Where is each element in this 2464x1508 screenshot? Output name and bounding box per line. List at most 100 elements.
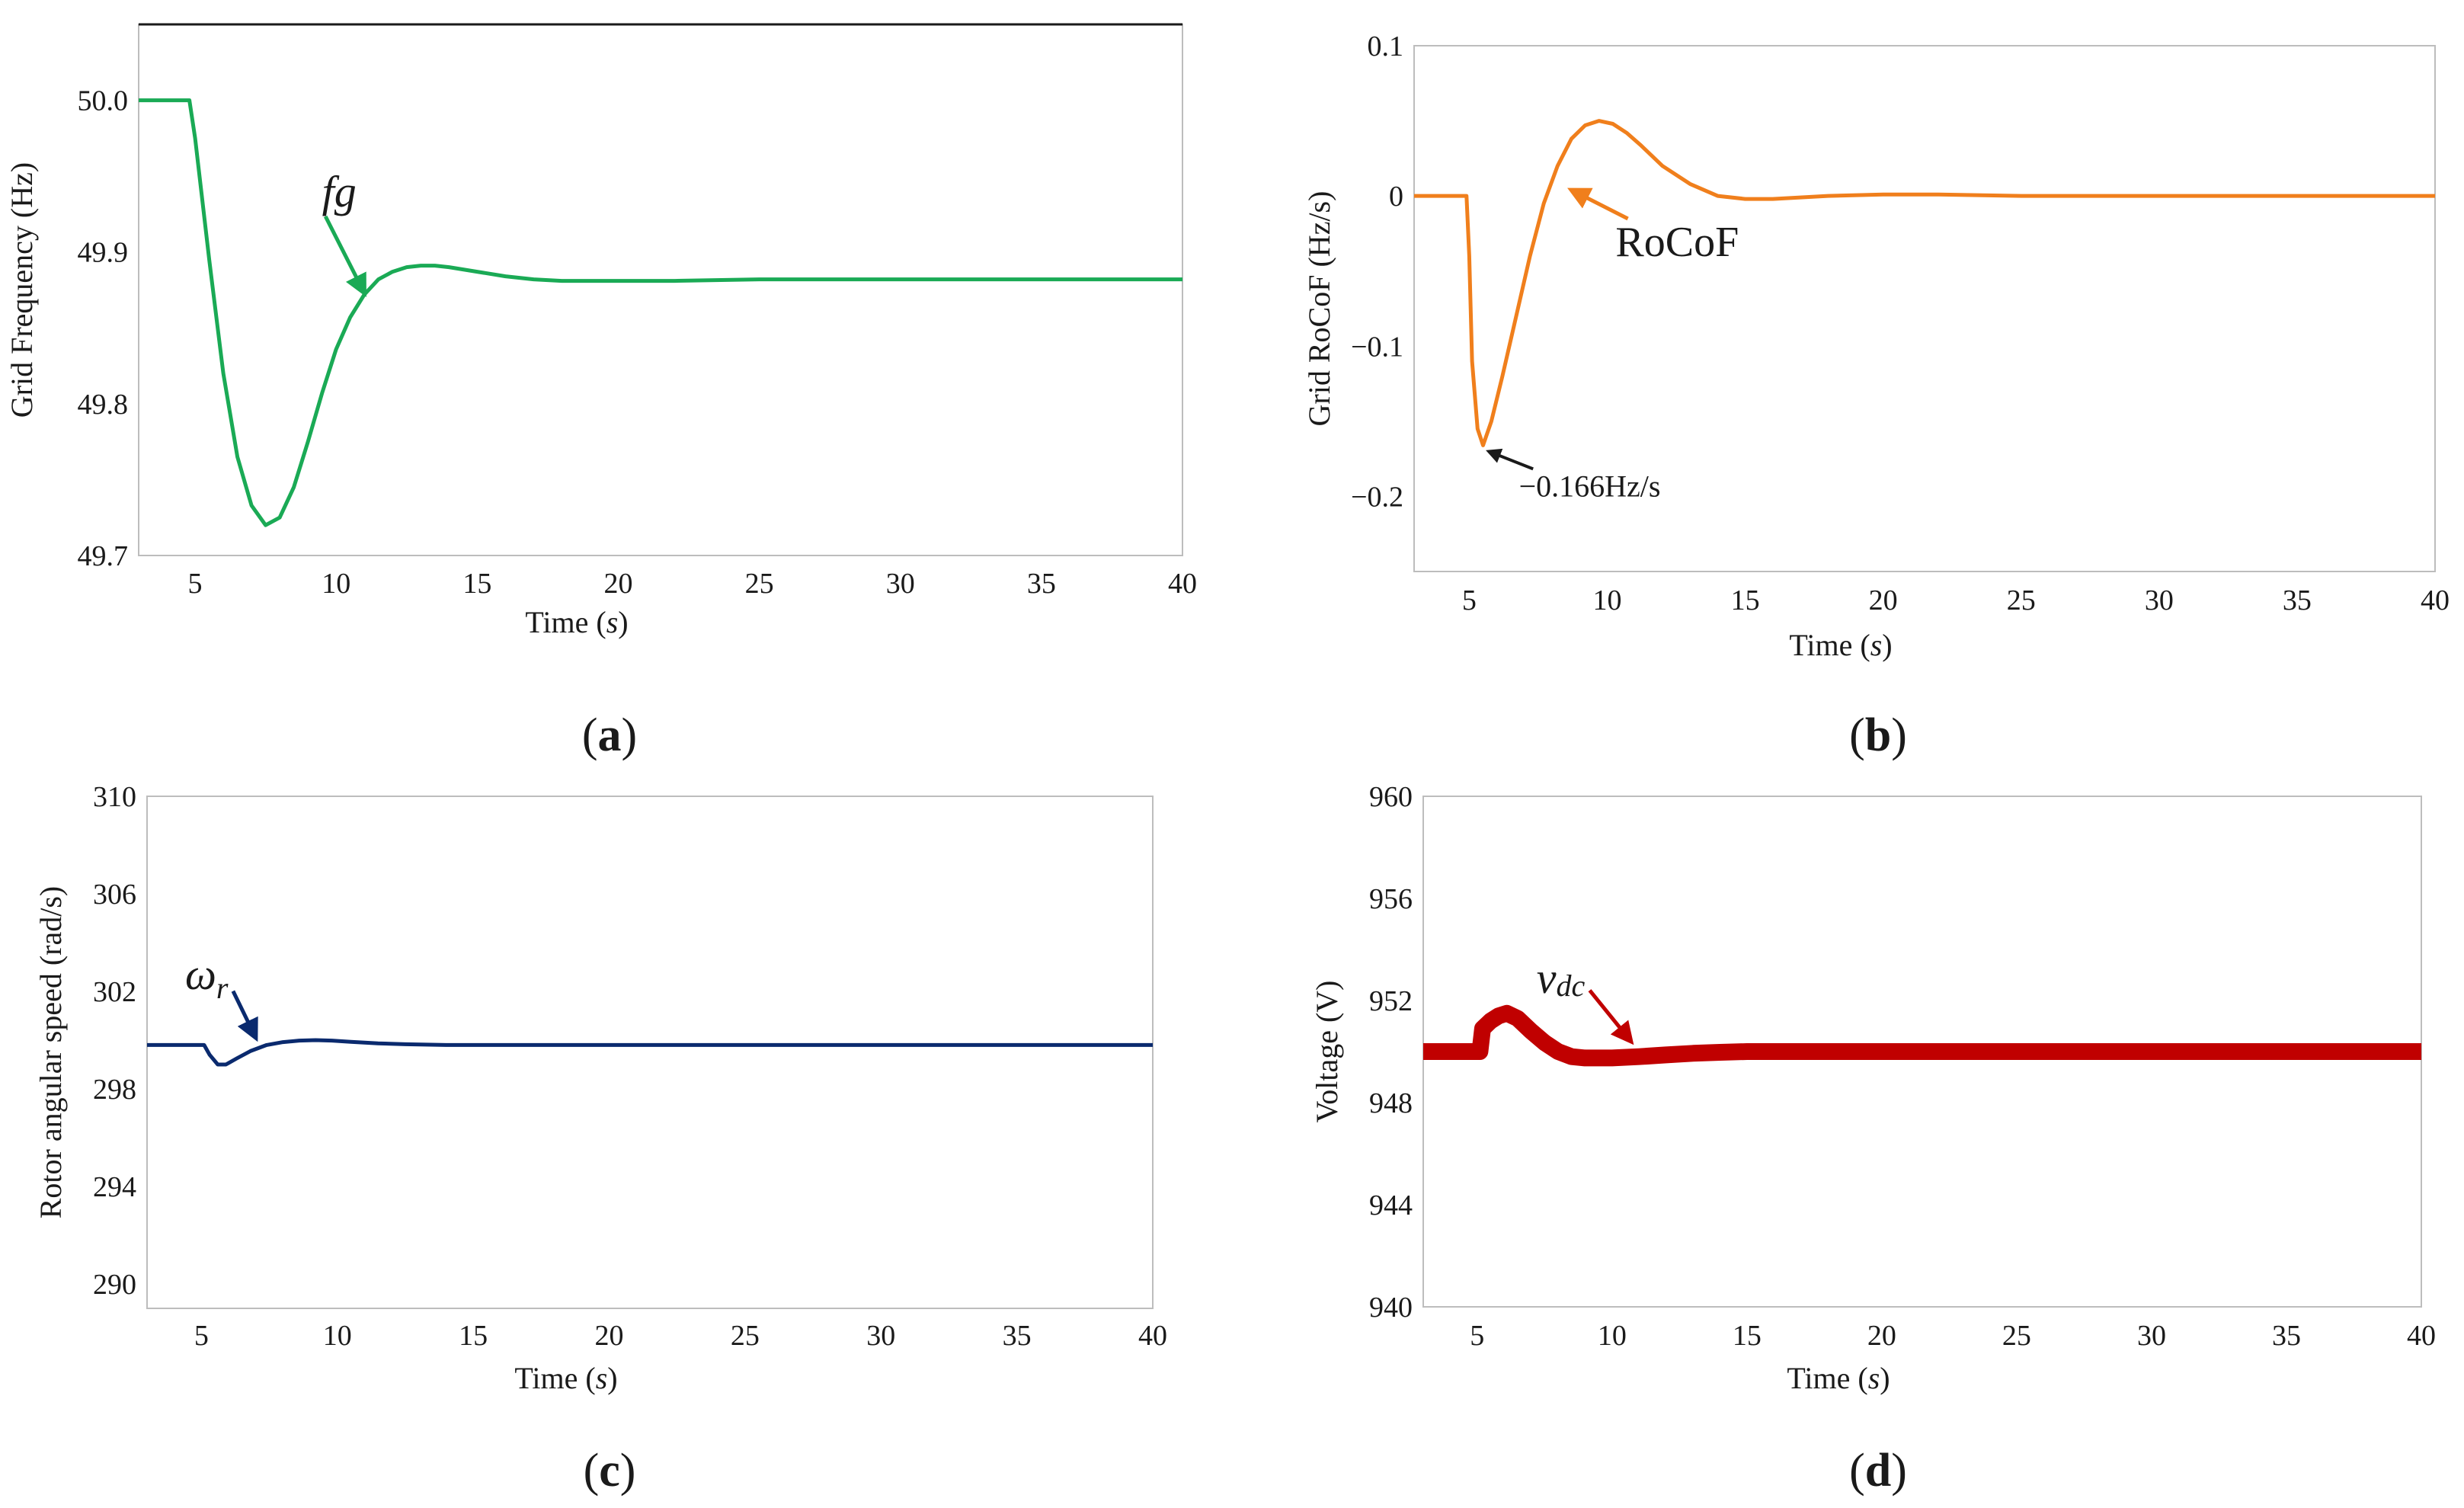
annotation-omega: ω <box>185 949 216 999</box>
annotation-label-rocof: RoCoF <box>1615 219 1739 266</box>
x-tick-label: 35 <box>1027 568 1056 600</box>
annotation-label-vdc: vdc <box>1537 953 1586 1003</box>
y-ticks: 940 944 948 952 956 960 <box>1369 781 1413 1324</box>
x-axis-label-var: s <box>1868 1361 1880 1395</box>
panel-label: (c) <box>584 1445 636 1497</box>
y-tick-label: 310 <box>93 781 136 813</box>
x-tick-label: 10 <box>1593 584 1622 616</box>
x-tick-label: 40 <box>2421 584 2450 616</box>
x-axis-label-var: s <box>1870 628 1883 662</box>
x-tick-label: 35 <box>2272 1320 2301 1352</box>
panel-label: (a) <box>582 709 637 761</box>
y-tick-label: 49.9 <box>78 237 129 269</box>
y-axis-label: Voltage (V) <box>1310 981 1344 1123</box>
panel-letter: b <box>1865 709 1891 761</box>
y-tick-label: −0.2 <box>1351 481 1403 513</box>
x-axis-label-close: ) <box>1882 628 1892 662</box>
panel-letter: c <box>599 1445 620 1497</box>
annotation-v: v <box>1537 953 1557 1003</box>
x-tick-label: 20 <box>1867 1320 1896 1352</box>
x-tick-label: 15 <box>459 1320 488 1352</box>
y-ticks: 290 294 298 302 306 310 <box>93 781 136 1301</box>
x-axis-label-main: Time ( <box>514 1361 595 1395</box>
x-tick-label: 30 <box>2145 584 2174 616</box>
chart-panel-c: 5 10 15 20 25 30 35 40 290 294 298 302 306 310 ωr Ro… <box>34 781 1167 1497</box>
y-tick-label: 960 <box>1369 781 1413 813</box>
y-ticks: 49.7 49.8 49.9 50.0 <box>78 85 129 572</box>
y-tick-label: 290 <box>93 1269 136 1301</box>
y-tick-label: 298 <box>93 1074 136 1106</box>
x-ticks: 5 10 15 20 25 30 35 40 <box>188 568 1197 600</box>
x-tick-label: 5 <box>188 568 203 600</box>
y-tick-label: 302 <box>93 976 136 1008</box>
plot-area-frame <box>147 796 1153 1308</box>
x-axis-label: Time (s) <box>514 1361 617 1395</box>
x-tick-label: 10 <box>322 568 350 600</box>
x-tick-label: 20 <box>594 1320 623 1352</box>
x-tick-label: 15 <box>462 568 491 600</box>
x-tick-label: 20 <box>1869 584 1898 616</box>
y-tick-label: 944 <box>1369 1189 1413 1221</box>
annotation-arrow-min-rocof <box>1489 451 1533 469</box>
y-tick-label: 50.0 <box>78 85 129 117</box>
x-tick-label: 5 <box>1462 584 1477 616</box>
annotation-arrow-vdc <box>1590 991 1631 1042</box>
series-line-omega-r <box>147 1040 1153 1065</box>
x-tick-label: 25 <box>745 568 774 600</box>
series-line-rocof <box>1414 121 2435 446</box>
y-ticks: −0.2 −0.1 0 0.1 <box>1351 30 1403 513</box>
x-tick-label: 40 <box>1138 1320 1167 1352</box>
x-ticks: 5 10 15 20 25 30 35 40 <box>1462 584 2450 616</box>
x-tick-label: 10 <box>1598 1320 1627 1352</box>
figure: 5 10 15 20 25 30 35 40 49.7 49.8 49.9 50.0 fg Grid… <box>0 0 2464 1508</box>
x-tick-label: 20 <box>603 568 632 600</box>
y-tick-label: 952 <box>1369 985 1413 1017</box>
x-ticks: 5 10 15 20 25 30 35 40 <box>1470 1320 2436 1352</box>
chart-panel-b: 5 10 15 20 25 30 35 40 −0.2 −0.1 0 0.1 RoCoF −0.16… <box>1302 30 2450 761</box>
x-tick-label: 35 <box>1003 1320 1032 1352</box>
x-axis-label: Time (s) <box>525 605 628 639</box>
y-tick-label: 940 <box>1369 1292 1413 1324</box>
x-tick-label: 15 <box>1733 1320 1762 1352</box>
x-tick-label: 15 <box>1731 584 1760 616</box>
series-line-fg <box>139 101 1182 526</box>
series-line-vdc <box>1423 1013 2421 1058</box>
x-axis-label-main: Time ( <box>1789 628 1870 662</box>
x-tick-label: 5 <box>194 1320 209 1352</box>
x-tick-label: 30 <box>866 1320 895 1352</box>
annotation-label-min-rocof: −0.166Hz/s <box>1519 469 1661 503</box>
y-tick-label: 49.8 <box>78 389 129 421</box>
annotation-v-subscript: dc <box>1556 969 1585 1003</box>
x-tick-label: 40 <box>1168 568 1197 600</box>
y-tick-label: 294 <box>93 1171 136 1203</box>
panel-letter: d <box>1865 1445 1891 1497</box>
x-axis-label-var: s <box>606 605 619 639</box>
panel-label: (d) <box>1849 1445 1907 1497</box>
y-tick-label: 948 <box>1369 1087 1413 1119</box>
x-axis-label-var: s <box>596 1361 608 1395</box>
x-axis-label: Time (s) <box>1789 628 1892 662</box>
annotation-arrow-fg <box>325 216 364 293</box>
x-tick-label: 25 <box>2002 1320 2031 1352</box>
x-axis-label-close: ) <box>607 1361 617 1395</box>
y-tick-label: −0.1 <box>1351 331 1403 363</box>
x-tick-label: 25 <box>2007 584 2036 616</box>
annotation-label-omega-r: ωr <box>185 949 229 1005</box>
x-tick-label: 40 <box>2407 1320 2436 1352</box>
annotation-arrow-omega-r <box>233 991 256 1038</box>
x-tick-label: 25 <box>731 1320 760 1352</box>
x-tick-label: 35 <box>2283 584 2312 616</box>
x-tick-label: 5 <box>1470 1320 1484 1352</box>
y-axis-label: Grid Frequency (Hz) <box>5 162 39 418</box>
x-axis-label-close: ) <box>618 605 628 639</box>
y-axis-label: Grid RoCoF (Hz/s) <box>1302 191 1336 427</box>
plot-area-frame <box>139 24 1182 555</box>
x-axis-label-close: ) <box>1880 1361 1890 1395</box>
y-tick-label: 0 <box>1389 181 1403 213</box>
x-axis-label: Time (s) <box>1787 1361 1890 1395</box>
annotation-label-fg: fg <box>322 167 357 216</box>
y-tick-label: 0.1 <box>1368 30 1404 62</box>
annotation-arrow-rocof <box>1571 190 1627 219</box>
chart-panel-d: 5 10 15 20 25 30 35 40 940 944 948 952 956 960 vdc V… <box>1310 781 2436 1497</box>
y-tick-label: 49.7 <box>78 540 129 572</box>
